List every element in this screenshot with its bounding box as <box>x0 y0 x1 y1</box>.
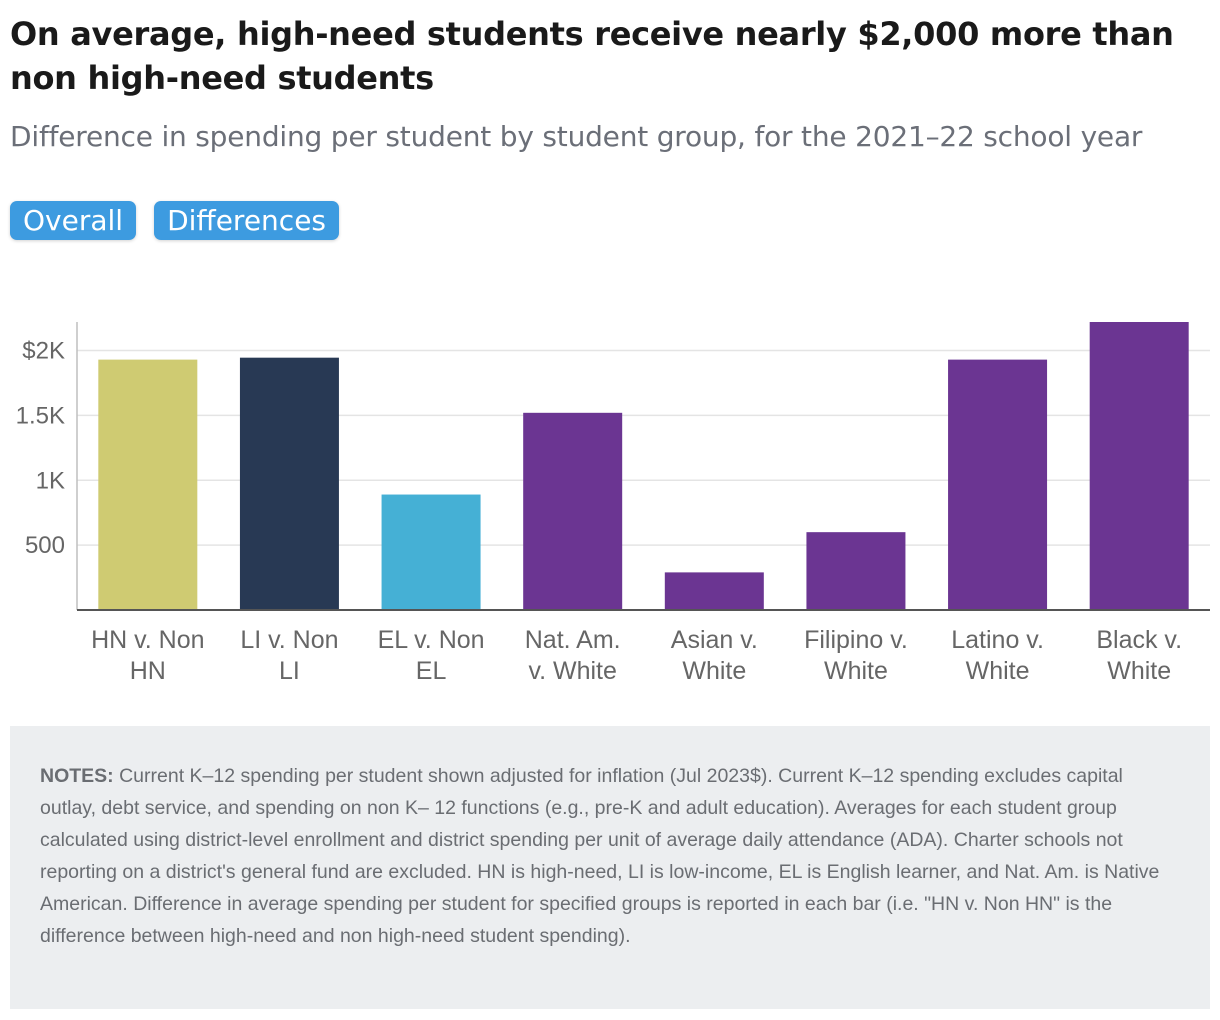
x-category-label: HN v. Non HN <box>91 626 204 685</box>
bar <box>239 357 339 610</box>
overall-toggle-button[interactable]: Overall <box>10 201 137 240</box>
bar-chart: 500 1K 1.5K $2K HN v. Non HN LI v. Non LI EL v. … <box>16 322 1210 685</box>
x-category-label: EL v. Non EL <box>378 626 485 685</box>
x-category-label: Latino v. White <box>951 626 1044 685</box>
bar <box>806 532 906 610</box>
bar <box>381 494 481 610</box>
bar <box>948 359 1048 610</box>
y-tick-label: 500 <box>25 532 65 559</box>
notes-label: NOTES: <box>40 765 114 787</box>
x-category-label: Nat. Am. v. White <box>525 626 621 685</box>
notes-text: Current K–12 spending per student shown … <box>40 765 1160 947</box>
chart-title: On average, high-need students receive n… <box>10 15 1174 97</box>
x-category-label: Asian v. White <box>671 626 758 685</box>
notes-box: NOTES: Current K–12 spending per student… <box>10 726 1210 1009</box>
y-tick-label: 1K <box>36 467 65 494</box>
chart-subtitle: Difference in spending per student by st… <box>10 120 1143 153</box>
x-category-label: Black v. White <box>1096 626 1182 685</box>
x-category-label: LI v. Non LI <box>240 626 338 685</box>
y-tick-label: 1.5K <box>16 402 65 429</box>
bar <box>664 572 764 610</box>
bar <box>523 412 623 610</box>
bar <box>98 359 198 610</box>
view-toggle-group: Overall Differences <box>10 201 340 240</box>
x-category-label: Filipino v. White <box>804 626 908 685</box>
differences-toggle-button[interactable]: Differences <box>154 201 340 240</box>
y-tick-label: $2K <box>22 338 65 365</box>
bar <box>1089 322 1189 610</box>
